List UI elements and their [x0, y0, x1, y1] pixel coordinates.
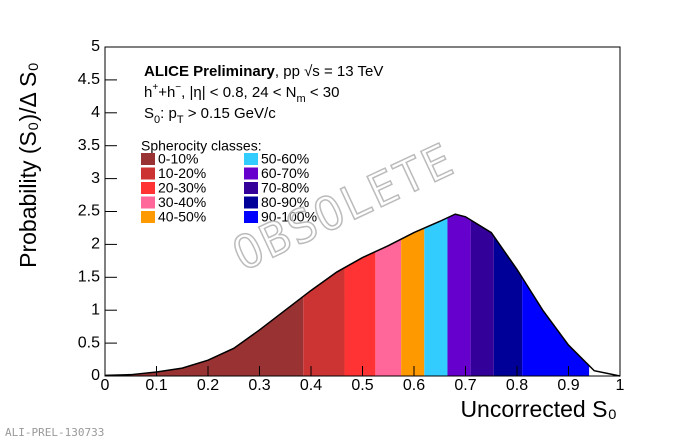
legend-label: 60-70% [261, 165, 309, 181]
y-tick-label: 2 [91, 236, 100, 253]
annotation: ALICE Preliminary, pp √s = 13 TeV [144, 63, 383, 80]
annotation-part: m [297, 93, 306, 105]
class-region [493, 236, 523, 376]
legend-label: 10-20% [158, 165, 206, 181]
annotation-part: − [175, 82, 181, 93]
legend-label: 50-60% [261, 151, 309, 167]
legend-label: 90-100% [261, 209, 317, 225]
y-tick-label: 2.5 [78, 203, 100, 220]
legend-swatch [141, 167, 155, 180]
legend-swatch [244, 211, 258, 223]
legend-swatch [141, 196, 155, 209]
y-tick-label: 0.5 [78, 334, 100, 351]
annotation-part: , |η| < 0.8, 24 < N [181, 84, 296, 101]
legend-swatch [141, 153, 155, 165]
x-tick-label: 0.3 [248, 377, 270, 394]
class-region [522, 277, 590, 376]
annotation-part: ALICE Preliminary [144, 63, 276, 80]
x-axis-title: Uncorrected S₀ [460, 396, 617, 422]
figure-id: ALI-PREL-130733 [5, 426, 104, 439]
legend-swatch [244, 182, 258, 194]
annotation-part: < 30 [306, 84, 340, 101]
legend-swatch [141, 211, 155, 223]
annotation-part: : p [160, 105, 177, 122]
legend-label: 40-50% [158, 209, 206, 225]
annotation-part: + [152, 82, 158, 93]
class-region [424, 217, 448, 376]
y-tick-label: 5 [91, 38, 100, 55]
x-tick-label: 0 [101, 377, 110, 394]
class-region [470, 219, 494, 376]
class-region [375, 239, 402, 376]
class-region [447, 214, 471, 376]
x-tick-label: 0.9 [557, 377, 579, 394]
x-tick-label: 0.4 [300, 377, 322, 394]
x-tick-label: 0.7 [454, 377, 476, 394]
legend-label: 80-90% [261, 194, 309, 210]
x-tick-label: 1 [616, 377, 625, 394]
x-tick-label: 0.6 [403, 377, 425, 394]
y-tick-label: 1.5 [78, 269, 100, 286]
annotation-part: h [144, 84, 152, 101]
annotation-part: , pp √s = 13 TeV [275, 63, 383, 80]
x-tick-label: 0.5 [351, 377, 373, 394]
y-tick-label: 4.5 [78, 71, 100, 88]
annotation: S0: pT > 0.15 GeV/c [144, 105, 276, 126]
y-tick-label: 4 [91, 104, 100, 121]
class-region [344, 251, 376, 376]
legend-swatch [244, 153, 258, 165]
distribution-line [104, 213, 621, 377]
legend-swatch [244, 167, 258, 180]
y-tick-label: 3 [91, 170, 100, 187]
y-axis-title: Probability (S₀)/Δ S₀ [15, 62, 41, 268]
y-tick-label: 0 [91, 367, 100, 384]
y-tick-label: 3.5 [78, 137, 100, 154]
annotation-part: +h [158, 84, 175, 101]
class-region [120, 296, 304, 376]
legend-swatch [244, 196, 258, 209]
annotation-part: 0 [154, 114, 160, 126]
annotation: h++h−, |η| < 0.8, 24 < Nm < 30 [144, 82, 339, 105]
class-region [401, 228, 425, 376]
x-tick-label: 0.8 [506, 377, 528, 394]
legend-label: 30-40% [158, 194, 206, 210]
annotation-part: T [177, 114, 184, 126]
annotation-part: S [144, 105, 154, 122]
legend-label: 20-30% [158, 180, 206, 196]
class-region [303, 267, 345, 376]
x-tick-label: 0.2 [197, 377, 219, 394]
annotation-part: > 0.15 GeV/c [184, 105, 277, 122]
legend-title: Spherocity classes: [141, 138, 262, 154]
legend-swatch [141, 182, 155, 194]
legend-label: 0-10% [158, 151, 198, 167]
legend-label: 70-80% [261, 180, 309, 196]
x-tick-label: 0.1 [145, 377, 167, 394]
y-tick-label: 1 [91, 301, 100, 318]
